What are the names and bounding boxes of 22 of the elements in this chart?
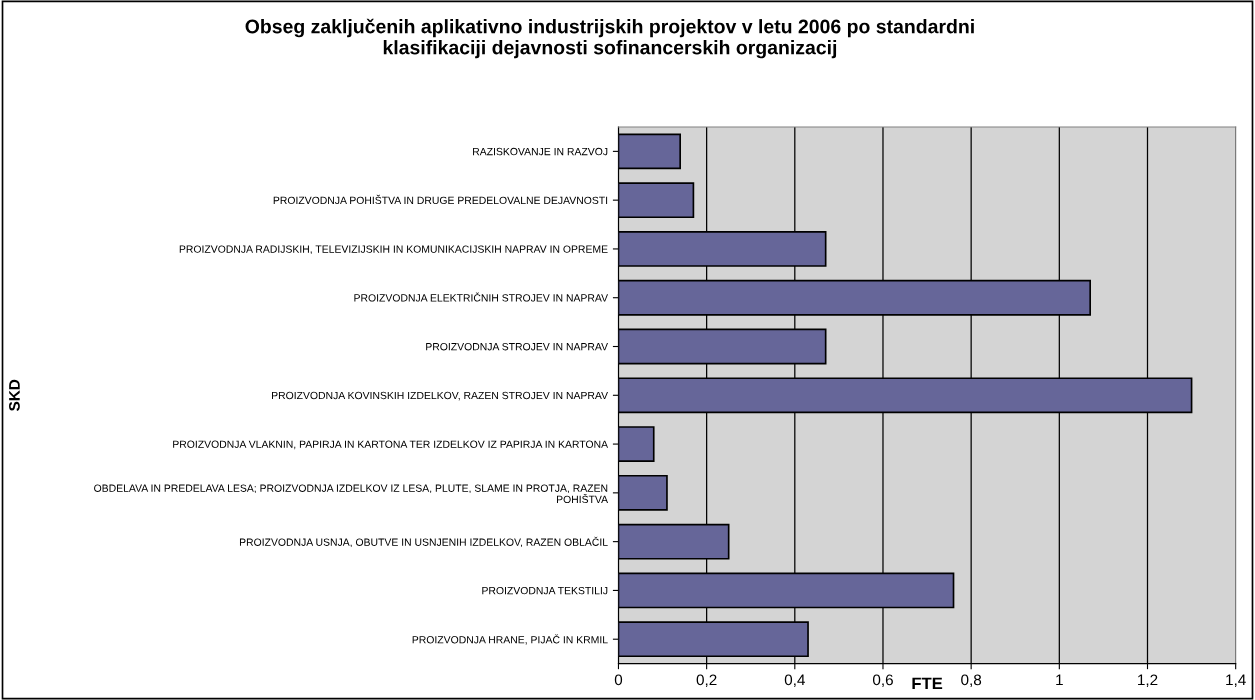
y-tick-label: PROIZVODNJA ELEKTRIČNIH STROJEV IN NAPRAV bbox=[354, 292, 608, 302]
y-tick-label: PROIZVODNJA RADIJSKIH, TELEVIZIJSKIH IN KOMUNIKACIJSKIH NAPRAV IN OPREME bbox=[179, 245, 608, 255]
x-tick-label: 0,6 bbox=[872, 674, 893, 688]
x-tick-label: 1 bbox=[1056, 674, 1063, 686]
y-tick-label: PROIZVODNJA STROJEV IN NAPRAV bbox=[426, 343, 608, 351]
y-tick-label: OBDELAVA IN PREDELAVA LESA; PROIZVODNJA IZDELKOV IZ LESA, PLUTE, SLAME IN PROTJA, RAZEN POHIŠTVA bbox=[94, 484, 609, 504]
y-tick-label: PROIZVODNJA TEKSTILIJ bbox=[482, 586, 608, 595]
x-tick-label: 0,2 bbox=[696, 674, 717, 688]
y-tick-label: PROIZVODNJA KOVINSKIH IZDELKOV, RAZEN STROJEV IN NAPRAV bbox=[272, 391, 608, 401]
x-axis-title: FTE bbox=[912, 677, 943, 690]
x-tick-label: 1,2 bbox=[1138, 674, 1158, 688]
y-tick-label: PROIZVODNJA HRANE, PIJAČ IN KRMIL bbox=[412, 634, 608, 645]
x-tick-label: 0 bbox=[614, 674, 623, 686]
y-tick-label: PROIZVODNJA POHIŠTVA IN DRUGE PREDELOVALNE DEJAVNOSTI bbox=[273, 194, 608, 205]
x-tick-label: 1,4 bbox=[1226, 674, 1246, 688]
x-tick-label: 0,4 bbox=[784, 674, 805, 688]
y-tick-label: RAZISKOVANJE IN RAZVOJ bbox=[473, 147, 608, 156]
y-tick-label: PROIZVODNJA VLAKNIN, PAPIRJA IN KARTONA TER IZDELKOV IZ PAPIRJA IN KARTONA bbox=[173, 440, 609, 450]
x-tick-label: 0,8 bbox=[961, 674, 982, 688]
chart-title: Obseg zaključenih aplikativno industrijskih projektov v letu 2006 po standardni klasifikaciji dejavnosti sofinancerskih organizacij bbox=[245, 18, 974, 59]
y-tick-label: PROIZVODNJA USNJA, OBUTVE IN USNJENIH IZDELKOV, RAZEN OBLAČIL bbox=[239, 536, 608, 548]
y-axis-title: SKD bbox=[9, 379, 20, 411]
